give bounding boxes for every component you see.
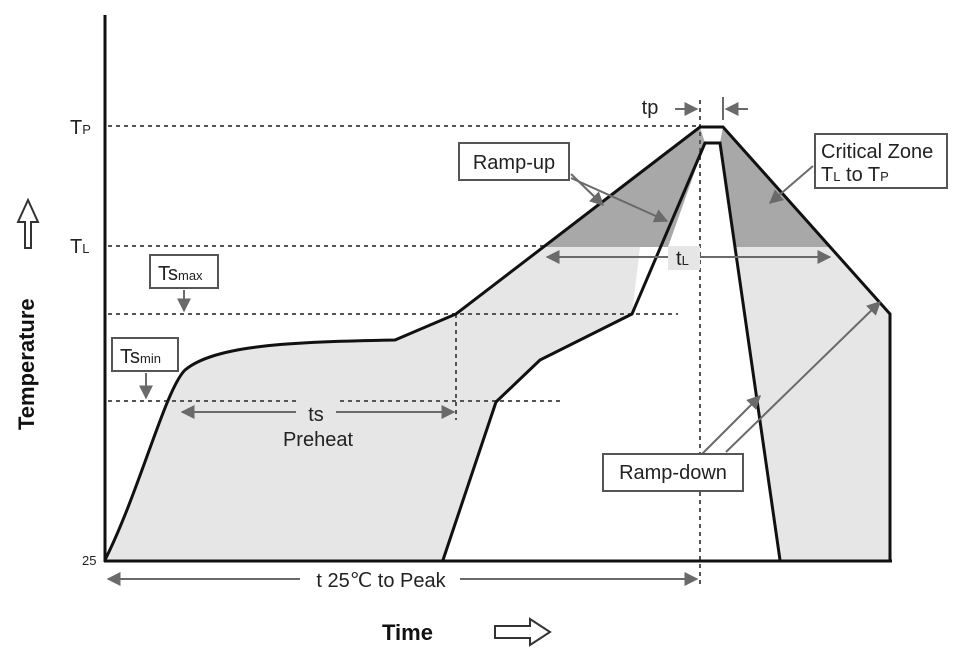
preheat-fill [105,247,640,560]
up-arrow-icon [16,197,40,249]
preheat-label: Preheat [283,429,353,451]
tsmax-label: Tsmax [158,263,203,285]
right-arrow-icon [494,617,552,647]
critical-zone-line1: Critical Zone [821,141,933,163]
ramp-up-box [458,142,570,181]
ramp-up-label: Ramp-up [473,152,555,174]
ramp-up-pointer-1 [570,173,605,206]
tl-label-bg [668,246,700,270]
x-axis-title: Time [382,620,433,645]
critical-zone-pointer [768,165,814,204]
upper-profile-curve [103,125,892,561]
tsmin-box [111,337,179,372]
t25-label-bg [300,566,460,592]
ramp-up-pointer-2 [570,177,669,223]
ramp-down-pointer-1 [699,395,761,457]
ramp-down-box [602,453,744,492]
ts-label-bg [296,400,336,424]
origin-label: 25 [82,553,96,568]
ts-label: ts [308,404,324,426]
tl-dim-label: tL [676,248,689,270]
ramp-down-fill [735,247,890,560]
critical-zone-box [814,133,948,189]
tsmin-label: Tsmin [120,346,161,368]
y-axis-title: Temperature [14,298,39,430]
t25-label: t 25℃ to Peak [316,570,446,592]
tp-dim-label: tp [642,97,659,119]
tp-label: TP [70,117,91,139]
tsmax-box [149,254,219,289]
ramp-down-pointer-2 [725,301,882,453]
critical-zone-line2: TL to TP [821,164,889,186]
lower-profile-curve [441,141,782,561]
tl-label: TL [70,236,89,258]
ramp-down-label: Ramp-down [619,462,727,484]
